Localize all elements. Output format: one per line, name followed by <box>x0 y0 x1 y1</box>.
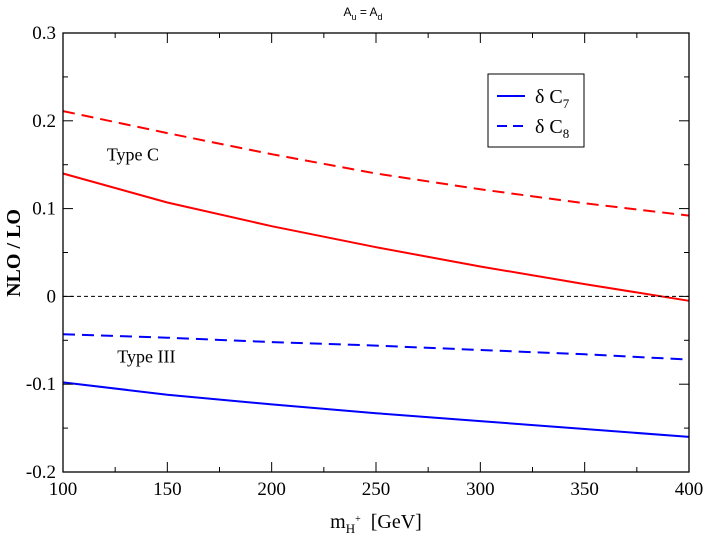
x-tick-label: 350 <box>570 479 599 500</box>
y-axis-label: NLO / LO <box>3 209 25 297</box>
series-layer <box>62 110 690 438</box>
y-tick-labels: -0.2 -0.1 0 0.1 0.2 0.3 <box>26 23 56 483</box>
y-tick-label: 0.1 <box>32 199 56 220</box>
x-tick-label: 300 <box>466 479 495 500</box>
y-tick-label: 0.3 <box>32 23 56 44</box>
x-tick-label: 400 <box>675 479 704 500</box>
series-line-type-c-solid <box>62 172 690 302</box>
tick-layer <box>62 32 690 473</box>
x-tick-label: 100 <box>49 479 78 500</box>
annotation-type-c: Type C <box>107 144 159 164</box>
legend: δ C7 δ C8 <box>487 73 585 148</box>
legend-box <box>487 73 585 148</box>
y-tick-label: -0.2 <box>26 462 56 483</box>
legend-entry-c8: δ C8 <box>535 116 569 141</box>
annotation-type-iii: Type III <box>117 346 175 366</box>
legend-entry-c7: δ C7 <box>535 86 570 111</box>
x-tick-label: 200 <box>257 479 286 500</box>
plot-frame <box>62 32 690 473</box>
series-line-type-c-dashed <box>62 110 690 217</box>
x-tick-labels: 100 150 200 250 300 350 400 <box>49 479 704 500</box>
series-line-type-iii-dashed <box>62 333 690 361</box>
y-tick-label: -0.1 <box>26 374 56 395</box>
chart-title: Au = Ad <box>343 5 382 22</box>
x-tick-label: 250 <box>362 479 391 500</box>
x-tick-label: 150 <box>153 479 182 500</box>
series-line-type-iii-solid <box>62 381 690 438</box>
x-axis-label: mH+ [GeV] <box>330 511 422 536</box>
annotation-layer: Type C Type III <box>107 144 176 366</box>
y-tick-label: 0.2 <box>32 111 56 132</box>
y-tick-label: 0 <box>47 286 57 307</box>
